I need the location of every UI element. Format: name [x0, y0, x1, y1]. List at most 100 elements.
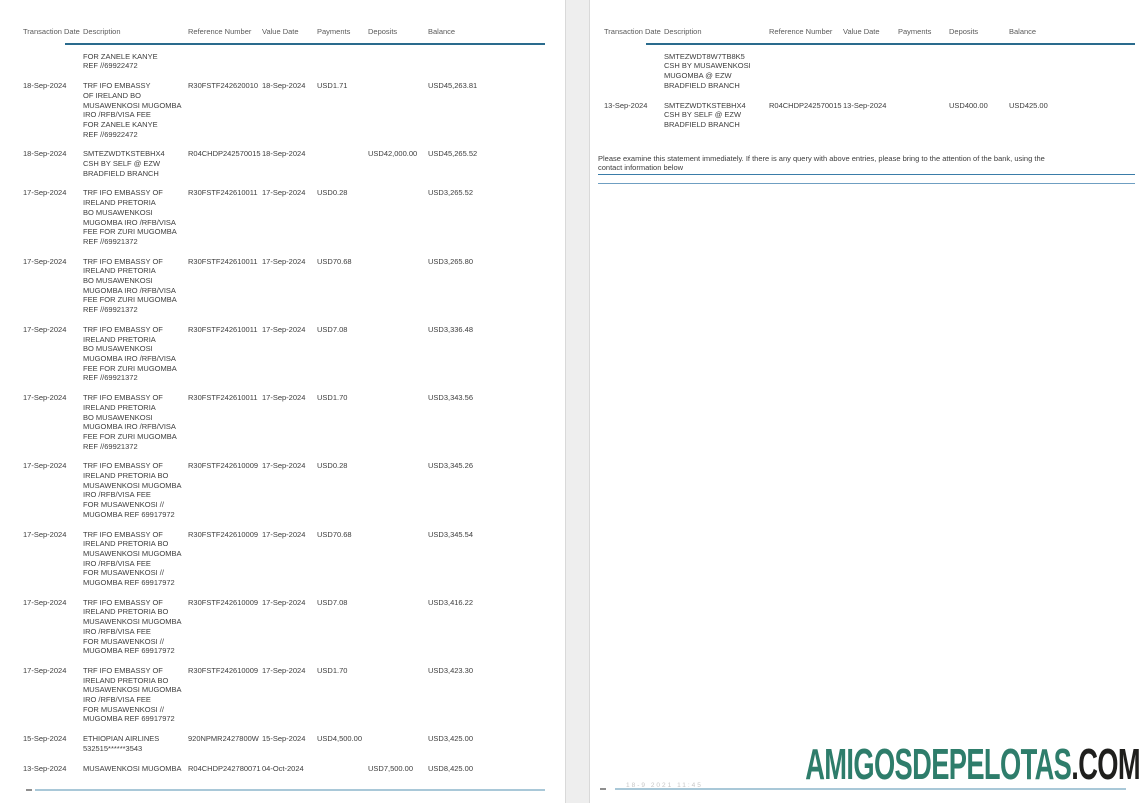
cell-balance: USD8,425.00	[428, 763, 474, 773]
table-row: 17-Sep-2024 TRF IFO EMBASSY OF IRELAND P…	[23, 530, 545, 588]
column-header-balance: Balance	[428, 27, 456, 36]
cell-transaction-date: 17-Sep-2024	[23, 324, 67, 334]
table-row: SMTEZWDT8W7TB8K5 CSH BY MUSAWENKOSI MUGO…	[604, 52, 1135, 91]
cell-payments	[317, 764, 368, 774]
cell-value-date	[843, 52, 898, 91]
cell-transaction-date: 13-Sep-2024	[23, 763, 67, 773]
cell-deposits	[368, 461, 428, 519]
cell-description: SMTEZWDTKSTEBHX4 CSH BY SELF @ EZW BRADF…	[664, 100, 746, 129]
cell-deposits	[368, 257, 428, 315]
cell-transaction-date: 17-Sep-2024	[23, 597, 67, 607]
column-header-reference-number: Reference Number	[769, 27, 833, 36]
cell-description: SMTEZWDT8W7TB8K5 CSH BY MUSAWENKOSI MUGO…	[664, 51, 751, 90]
cell-transaction-date: 17-Sep-2024	[23, 393, 67, 403]
cell-reference-number	[769, 52, 843, 91]
cell-reference-number: R30FSTF242610011	[188, 188, 258, 198]
cell-transaction-date: 15-Sep-2024	[23, 734, 67, 744]
cell-payments: USD0.28	[317, 188, 348, 198]
statement-table-left: Transaction Date Description Reference N…	[0, 0, 545, 773]
cell-deposits	[368, 52, 428, 71]
statement-page-left: Transaction Date Description Reference N…	[0, 0, 565, 803]
cell-transaction-date: 17-Sep-2024	[23, 461, 67, 471]
header-rule	[65, 42, 545, 45]
cell-reference-number: R30FSTF242610011	[188, 393, 258, 403]
cell-deposits	[368, 666, 428, 724]
cell-deposits: USD7,500.00	[368, 763, 414, 773]
table-row: 17-Sep-2024 TRF IFO EMBASSY OF IRELAND P…	[23, 666, 545, 724]
table-row: 18-Sep-2024 TRF IFO EMBASSY OF IRELAND B…	[23, 81, 545, 139]
watermark: AMIGOSDEPELOTAS.COM	[805, 740, 1140, 790]
statement-page-right: Transaction Date Description Reference N…	[590, 0, 1142, 803]
cell-description: TRF IFO EMBASSY OF IRELAND PRETORIA BO M…	[83, 324, 177, 383]
cell-balance: USD425.00	[1009, 100, 1048, 110]
table-row: 17-Sep-2024 TRF IFO EMBASSY OF IRELAND P…	[23, 461, 545, 519]
cell-reference-number: R30FSTF242610009	[188, 529, 259, 539]
cell-description: FOR ZANELE KANYE REF //69922472	[83, 51, 158, 71]
column-header-transaction-date: Transaction Date	[23, 27, 80, 36]
cell-deposits	[368, 530, 428, 588]
page-footer-rule	[35, 789, 545, 791]
column-header-payments: Payments	[317, 27, 351, 36]
cell-payments: USD1.70	[317, 393, 348, 403]
cell-deposits	[368, 393, 428, 451]
cell-description: TRF IFO EMBASSY OF IRELAND BO MUSAWENKOS…	[83, 81, 182, 139]
cell-description: TRF IFO EMBASSY OF IRELAND PRETORIA BO M…	[83, 256, 177, 315]
cell-value-date: 17-Sep-2024	[262, 324, 306, 334]
column-header-payments: Payments	[898, 27, 932, 36]
cell-payments: USD1.71	[317, 81, 348, 91]
table-row: 17-Sep-2024 TRF IFO EMBASSY OF IRELAND P…	[23, 257, 545, 315]
table-header-row: Transaction Date Description Reference N…	[23, 27, 545, 37]
cell-payments: USD70.68	[317, 256, 352, 266]
table-row: 18-Sep-2024 SMTEZWDTKSTEBHX4 CSH BY SELF…	[23, 149, 545, 178]
cell-payments: USD70.68	[317, 529, 352, 539]
column-header-balance: Balance	[1009, 27, 1037, 36]
cell-balance: USD3,343.56	[428, 393, 474, 403]
cell-description: TRF IFO EMBASSY OF IRELAND PRETORIA BO M…	[83, 597, 182, 656]
header-rule	[646, 42, 1135, 45]
watermark-brand: AMIGOSDEPELOTAS	[805, 740, 1072, 789]
cell-payments: USD7.08	[317, 324, 348, 334]
cell-value-date: 17-Sep-2024	[262, 461, 306, 471]
cell-balance: USD3,425.00	[428, 734, 474, 744]
cell-value-date	[262, 52, 317, 71]
cell-value-date: 04-Oct-2024	[262, 763, 304, 773]
cell-deposits: USD400.00	[949, 100, 988, 110]
cell-balance	[428, 52, 545, 71]
cell-balance: USD3,265.52	[428, 188, 474, 198]
cell-description: TRF IFO EMBASSY OF IRELAND PRETORIA BO M…	[83, 188, 177, 246]
cell-description: MUSAWENKOSI MUGOMBA	[83, 763, 182, 773]
watermark-tld: .COM	[1071, 740, 1140, 789]
column-header-value-date: Value Date	[262, 27, 299, 36]
column-header-transaction-date: Transaction Date	[604, 27, 661, 36]
cell-payments	[317, 52, 368, 71]
page-gutter	[565, 0, 590, 803]
cell-deposits	[368, 598, 428, 656]
cell-reference-number	[188, 52, 262, 71]
table-row: 15-Sep-2024 ETHIOPIAN AIRLINES 532515***…	[23, 734, 545, 753]
cell-balance: USD45,265.52	[428, 149, 478, 159]
cell-value-date: 18-Sep-2024	[262, 81, 306, 91]
cell-payments	[898, 101, 949, 130]
cell-value-date: 17-Sep-2024	[262, 256, 306, 266]
cell-transaction-date: 18-Sep-2024	[23, 81, 67, 91]
cell-payments	[317, 149, 368, 178]
cell-reference-number: R04CHDP242780071	[188, 763, 261, 773]
statement-notice: Please examine this statement immediatel…	[598, 153, 1045, 173]
statement-table-right: Transaction Date Description Reference N…	[590, 0, 1135, 185]
page-footer-rule	[615, 788, 1126, 790]
cell-deposits	[368, 734, 428, 753]
cell-reference-number: R30FSTF242610011	[188, 324, 258, 334]
cell-transaction-date: 17-Sep-2024	[23, 188, 67, 198]
cell-reference-number: R04CHDP242570015	[769, 100, 842, 110]
cell-description: TRF IFO EMBASSY OF IRELAND PRETORIA BO M…	[83, 393, 177, 451]
column-header-value-date: Value Date	[843, 27, 880, 36]
notice-rule-second	[598, 183, 1135, 185]
transaction-rows: SMTEZWDT8W7TB8K5 CSH BY MUSAWENKOSI MUGO…	[604, 52, 1135, 130]
cell-transaction-date	[604, 52, 664, 91]
table-row: FOR ZANELE KANYE REF //69922472	[23, 52, 545, 71]
column-header-reference-number: Reference Number	[188, 27, 252, 36]
cell-transaction-date	[23, 52, 83, 71]
cell-reference-number: R30FSTF242610009	[188, 597, 259, 607]
cell-reference-number: R30FSTF242610009	[188, 461, 259, 471]
